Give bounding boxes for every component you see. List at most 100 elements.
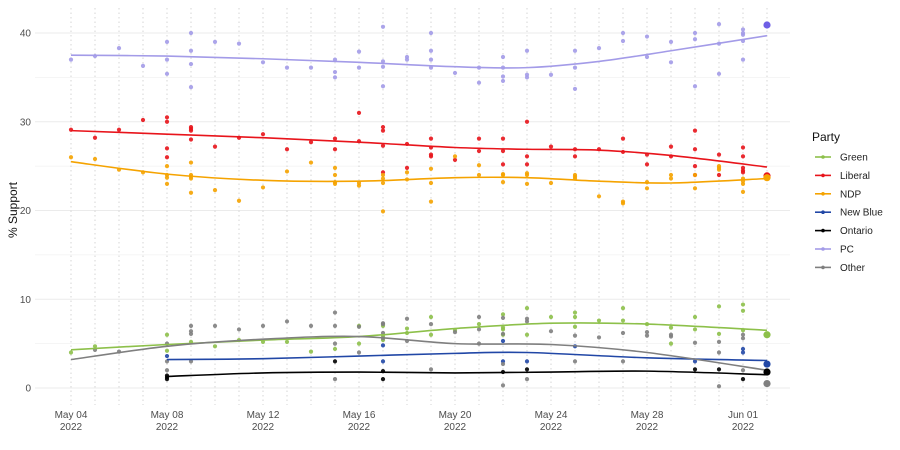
point-pc	[164, 57, 170, 62]
point-pc	[548, 72, 554, 77]
point-ndp	[308, 160, 314, 165]
point-pc	[476, 80, 482, 85]
point-ndp	[668, 176, 674, 181]
point-other	[356, 350, 362, 355]
point-ontario	[332, 359, 338, 364]
point-other	[620, 330, 626, 336]
point-other	[740, 368, 746, 373]
y-tick-label: 30	[20, 117, 32, 128]
point-ndp	[164, 181, 170, 186]
point-green	[164, 332, 170, 337]
point-pc	[68, 57, 74, 62]
point-other	[188, 359, 194, 364]
point-other	[404, 316, 410, 321]
x-tick-year: 2022	[444, 422, 467, 433]
point-other	[332, 323, 338, 328]
point-other	[548, 329, 554, 334]
x-tick-year: 2022	[636, 422, 659, 433]
point-pc	[380, 64, 386, 69]
point-pc	[380, 84, 386, 89]
point-ndp	[212, 187, 218, 193]
point-ndp	[332, 172, 338, 178]
point-liberal	[740, 154, 746, 159]
point-green	[428, 332, 434, 337]
point-pc	[668, 60, 674, 65]
point-liberal	[188, 137, 194, 142]
point-ndp	[548, 180, 554, 186]
result-new-blue	[763, 360, 771, 368]
point-other	[740, 336, 746, 341]
point-pc	[692, 84, 698, 89]
point-ndp	[380, 176, 386, 181]
trend-new-blue	[166, 351, 768, 362]
legend-label-other: Other	[840, 263, 866, 274]
point-pc	[260, 60, 266, 65]
point-ndp	[284, 169, 290, 174]
point-other	[188, 323, 194, 328]
point-other	[596, 335, 602, 340]
point-other	[716, 384, 722, 389]
point-other	[380, 322, 386, 327]
point-liberal	[380, 128, 386, 133]
point-liberal	[260, 132, 266, 137]
point-new-blue	[164, 353, 170, 359]
point-pc	[740, 57, 746, 62]
point-liberal	[548, 144, 554, 149]
point-green	[500, 312, 506, 317]
point-pc	[140, 63, 146, 68]
point-ndp	[716, 167, 722, 172]
point-pc	[284, 65, 290, 70]
point-other	[284, 319, 290, 324]
result-pc	[763, 21, 771, 29]
point-green	[572, 310, 578, 315]
point-liberal	[356, 110, 362, 115]
point-green	[284, 339, 290, 344]
legend-dot-new-blue	[821, 210, 825, 214]
point-pc	[164, 39, 170, 44]
point-ndp	[332, 165, 338, 170]
point-other	[740, 332, 746, 337]
legend-label-pc: PC	[840, 245, 854, 256]
point-green	[500, 327, 506, 332]
point-green	[308, 349, 314, 354]
point-green	[332, 346, 338, 352]
trend-lines	[70, 34, 768, 378]
point-green	[716, 304, 722, 309]
point-pc	[500, 74, 506, 79]
point-ndp	[692, 172, 698, 178]
point-liberal	[692, 164, 698, 169]
point-ndp	[500, 180, 506, 185]
y-tick-label: 10	[20, 295, 32, 306]
point-pc	[524, 48, 530, 53]
legend-dot-liberal	[821, 173, 825, 178]
point-green	[548, 314, 554, 320]
point-other	[428, 322, 434, 327]
point-new-blue	[692, 359, 698, 364]
point-liberal	[476, 136, 482, 141]
point-ndp	[620, 201, 626, 206]
point-pc	[380, 24, 386, 29]
result-ndp	[763, 174, 771, 182]
point-liberal	[140, 117, 146, 123]
x-tick-label: May 24	[535, 410, 568, 421]
point-pc	[452, 70, 458, 76]
point-pc	[620, 30, 626, 36]
point-liberal	[668, 144, 674, 149]
trend-ontario	[166, 370, 768, 378]
point-liberal	[308, 140, 314, 145]
point-new-blue	[740, 350, 746, 355]
legend-dot-ontario	[821, 228, 825, 233]
y-axis-label: % Support	[6, 181, 20, 238]
point-pc	[188, 30, 194, 36]
point-other	[500, 361, 506, 367]
x-tick-label: May 28	[631, 410, 664, 421]
x-tick-year: 2022	[156, 422, 179, 433]
point-other	[476, 314, 482, 320]
point-new-blue	[380, 359, 386, 364]
point-liberal	[692, 128, 698, 133]
point-ndp	[188, 176, 194, 181]
point-ndp	[380, 209, 386, 214]
point-other	[356, 324, 362, 329]
point-liberal	[644, 162, 650, 167]
